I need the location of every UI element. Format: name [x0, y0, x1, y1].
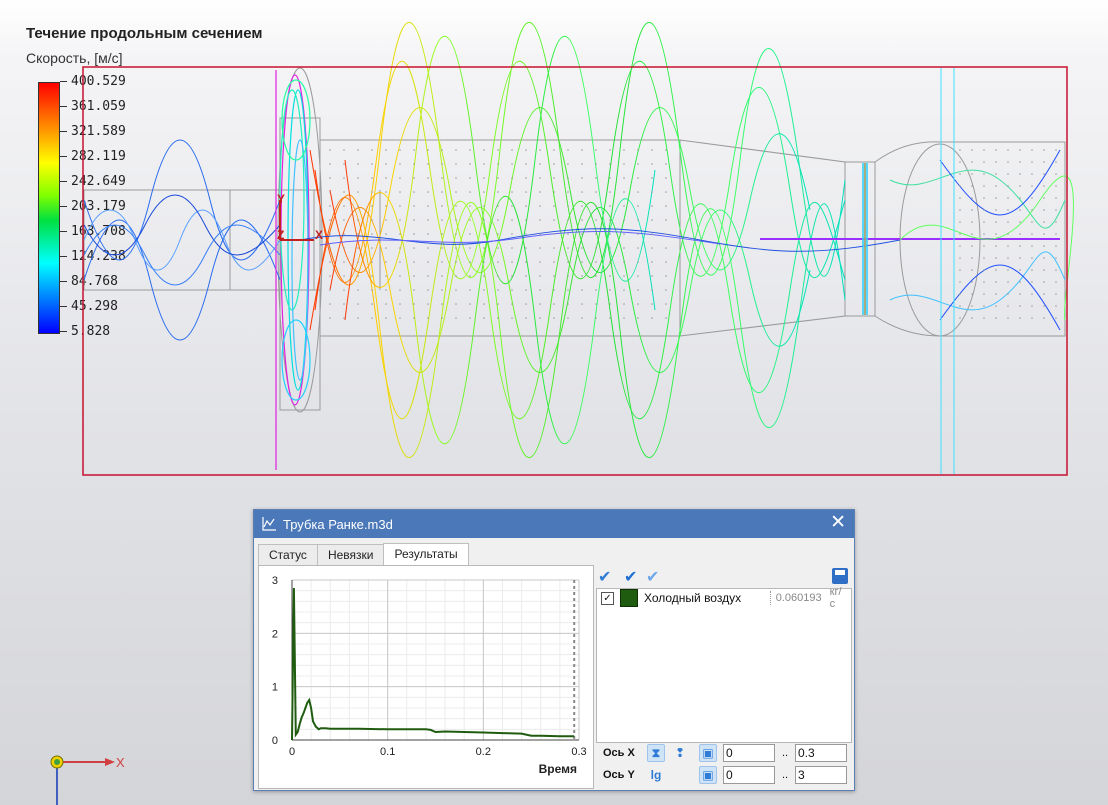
dialog-titlebar[interactable]: Трубка Ранке.m3d ✕ — [254, 510, 854, 538]
tab-status[interactable]: Статус — [258, 544, 318, 565]
dialog-title: Трубка Ранке.m3d — [283, 516, 393, 532]
series-color-swatch[interactable] — [619, 589, 638, 607]
main-vortex-streamlines — [309, 22, 846, 458]
colorbar-tick: 5.828 — [60, 324, 110, 339]
series-line — [291, 587, 575, 741]
colorbar-tick: 282.119 — [60, 149, 126, 164]
tab-bar: Статус Невязки Результаты — [258, 543, 469, 566]
series-name: Холодный воздух — [644, 591, 771, 605]
axis-y-range-dots: .. — [781, 769, 789, 781]
x-tick-label: 0.3 — [571, 746, 586, 758]
check-icon[interactable]: ✔ — [624, 569, 638, 586]
axis-x-max-input[interactable]: 0.3 — [795, 744, 847, 762]
y-tick-label: 1 — [272, 682, 278, 694]
x-axis-label: Время — [539, 762, 577, 776]
colorbar-tick: 163.708 — [60, 224, 126, 239]
x-tick-label: 0.1 — [380, 746, 395, 758]
footsteps-icon[interactable]: ❢ — [674, 746, 686, 760]
close-icon[interactable]: ✕ — [830, 512, 846, 533]
scene-title: Течение продольным сечением — [26, 25, 263, 42]
save-icon[interactable] — [832, 568, 848, 584]
svg-text:X: X — [315, 228, 323, 242]
inlet-streamlines — [83, 139, 281, 341]
axis-y-min-input[interactable]: 0 — [723, 766, 775, 784]
tab-results[interactable]: Результаты — [383, 543, 469, 566]
core-flow — [299, 228, 1060, 252]
colorbar-tick: 242.649 — [60, 174, 126, 189]
axis-y-row: Ось Y lg ▣ 0 .. 3 — [603, 765, 847, 785]
series-toolbar: ✔ ✔ ✔ — [596, 567, 850, 587]
x-tick-label: 0 — [289, 746, 295, 758]
y-tick-label: 2 — [272, 628, 278, 640]
colorbar-tick: 400.529 — [60, 74, 126, 89]
y-tick-label: 0 — [272, 735, 278, 747]
svg-text:Z: Z — [277, 228, 284, 242]
x-tick-label: 0.2 — [476, 746, 491, 758]
results-plot[interactable]: 0 0.1 0.2 0.3 0 1 2 3 Время — [258, 565, 594, 789]
axis-x-row: Ось X ⧗ ❢ ▣ 0 .. 0.3 — [603, 743, 847, 763]
fit-y-icon[interactable]: ▣ — [699, 766, 717, 784]
svg-text:Y: Y — [277, 192, 285, 206]
bounding-box — [82, 66, 1068, 476]
view-triad — [50, 755, 115, 805]
colorbar-tick: 361.059 — [60, 99, 126, 114]
axis-x-label: Ось X — [603, 747, 635, 759]
outlet-streamlines — [889, 68, 1074, 474]
colorbar-tick: 321.589 — [60, 124, 126, 139]
mass-flow-chart[interactable]: 0 0.1 0.2 0.3 0 1 2 3 Время — [259, 566, 593, 788]
chart-icon — [262, 517, 276, 531]
uncheck-all-icon[interactable]: ✔ — [646, 569, 660, 586]
results-dialog[interactable]: Трубка Ранке.m3d ✕ Статус Невязки Резуль… — [253, 509, 855, 791]
throttle-section — [862, 163, 868, 315]
flow-visualization[interactable]: Y X Z — [0, 0, 1108, 500]
fit-x-icon[interactable]: ▣ — [699, 744, 717, 762]
axis-x-range-dots: .. — [781, 747, 789, 759]
axis-x-min-input[interactable]: 0 — [723, 744, 775, 762]
vector-points — [329, 149, 1057, 319]
series-unit: кг/с — [829, 586, 842, 610]
log-scale-button[interactable]: lg — [650, 768, 662, 782]
triad-x-label: X — [116, 755, 125, 770]
series-item[interactable]: ✓ Холодный воздух 0.060193 кг/с — [599, 586, 847, 610]
series-list[interactable] — [596, 588, 852, 743]
hourglass-icon[interactable]: ⧗ — [647, 744, 665, 762]
axis-y-max-input[interactable]: 3 — [795, 766, 847, 784]
legend-title: Скорость, [м/с] — [26, 50, 123, 66]
axis-y-label: Ось Y — [603, 769, 635, 781]
tab-residuals[interactable]: Невязки — [316, 544, 385, 565]
y-tick-label: 3 — [272, 575, 278, 587]
series-value: 0.060193 — [775, 592, 822, 604]
series-checkbox[interactable]: ✓ — [601, 591, 614, 605]
check-all-icon[interactable]: ✔ — [598, 569, 612, 586]
local-axes: Y X Z — [277, 192, 323, 242]
